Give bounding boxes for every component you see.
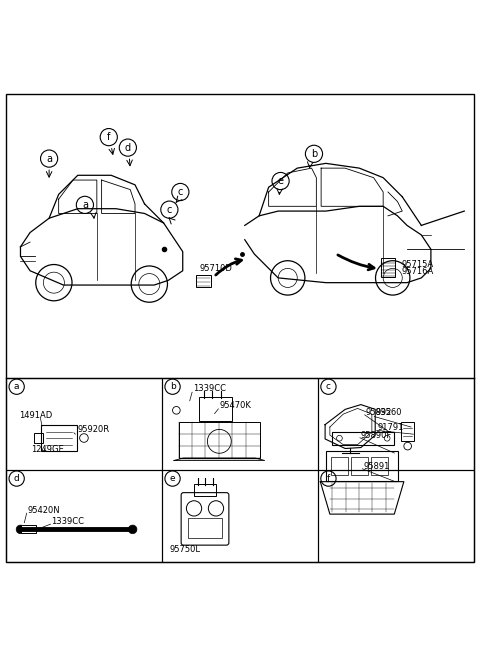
Text: c: c (167, 205, 172, 215)
Bar (196, 275, 211, 287)
Bar (351, 457, 368, 475)
Text: d: d (125, 142, 131, 153)
Text: 95891: 95891 (363, 462, 390, 471)
Bar (179, 422, 260, 458)
Bar (372, 457, 388, 475)
Bar (6, 470, 162, 562)
Text: 1491AD: 1491AD (20, 411, 53, 420)
Bar (318, 378, 474, 470)
Polygon shape (174, 458, 264, 461)
Bar (188, 518, 222, 538)
Text: 1339CC: 1339CC (193, 384, 226, 394)
Text: 1339CC: 1339CC (51, 517, 84, 525)
Text: c: c (326, 382, 331, 391)
Text: 95470K: 95470K (219, 401, 251, 410)
Bar (381, 258, 395, 277)
Text: f: f (107, 132, 110, 142)
Text: b: b (311, 149, 317, 159)
Text: f: f (327, 474, 330, 483)
Text: 93560: 93560 (375, 408, 402, 417)
Circle shape (128, 525, 137, 534)
Text: b: b (169, 382, 175, 391)
Text: a: a (82, 200, 88, 210)
Text: 95420N: 95420N (28, 506, 60, 515)
Text: 95920R: 95920R (78, 425, 110, 434)
Bar (162, 378, 318, 470)
FancyBboxPatch shape (22, 525, 36, 533)
Text: 95710D: 95710D (199, 264, 232, 273)
Bar (331, 457, 348, 475)
Circle shape (16, 525, 25, 534)
Text: 91791: 91791 (378, 424, 404, 432)
Bar (318, 470, 474, 562)
Bar (332, 432, 394, 445)
Text: 1249GE: 1249GE (31, 445, 64, 455)
Bar (6, 378, 162, 470)
Text: d: d (14, 474, 20, 483)
Text: c: c (178, 187, 183, 197)
Text: 95890F: 95890F (361, 431, 392, 440)
Text: e: e (277, 176, 284, 186)
Text: a: a (14, 382, 19, 391)
Text: 95750L: 95750L (169, 545, 201, 554)
Bar (162, 470, 318, 562)
Text: e: e (170, 474, 175, 483)
Text: 95892: 95892 (366, 408, 392, 417)
Text: 95715A: 95715A (401, 260, 433, 268)
Text: a: a (46, 154, 52, 163)
Text: 95716A: 95716A (401, 267, 433, 276)
